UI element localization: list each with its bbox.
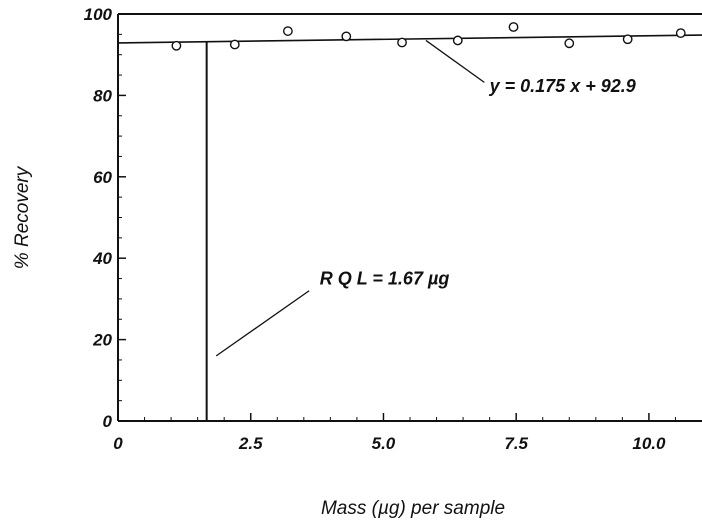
x-axis-title: Mass (µg) per sample [321,498,505,519]
rql-leader-line [215,290,310,357]
data-point [452,35,463,46]
y-axis-title: % Recovery [12,165,33,269]
axis-ticks-layer: 0 20 40 60 80 100 0 2.5 5.0 7.5 10.0 [84,5,676,453]
rql-label: R Q L = 1.67 µg [320,269,450,289]
y-tick-label: 80 [93,86,112,105]
fit-equation-leader-line [425,39,485,83]
y-tick-label: 40 [92,249,112,268]
data-point [171,40,182,51]
x-tick-label: 0 [113,434,123,453]
data-point [508,22,519,32]
x-tick-label: 7.5 [504,434,528,453]
x-tick-label: 10.0 [632,434,666,453]
x-tick-label: 5.0 [372,434,396,453]
fit-line-layer [117,34,702,44]
data-points-layer [171,22,686,51]
data-point [675,28,686,39]
x-tick-label: 2.5 [238,434,263,453]
data-point [341,31,352,42]
data-point [622,34,633,45]
y-tick-label: 60 [93,168,112,187]
plot-frame [117,13,702,422]
data-point [564,38,575,49]
data-point [282,26,293,36]
annotations-layer: y = 0.175 x + 92.9 R Q L = 1.67 µg [215,39,636,357]
fit-equation-label: y = 0.175 x + 92.9 [489,76,636,96]
regression-fit-line [117,34,702,44]
data-point [397,37,407,48]
y-tick-label: 0 [103,412,113,431]
y-tick-label: 20 [92,331,112,350]
data-point [229,39,240,50]
y-tick-label: 100 [84,5,113,24]
